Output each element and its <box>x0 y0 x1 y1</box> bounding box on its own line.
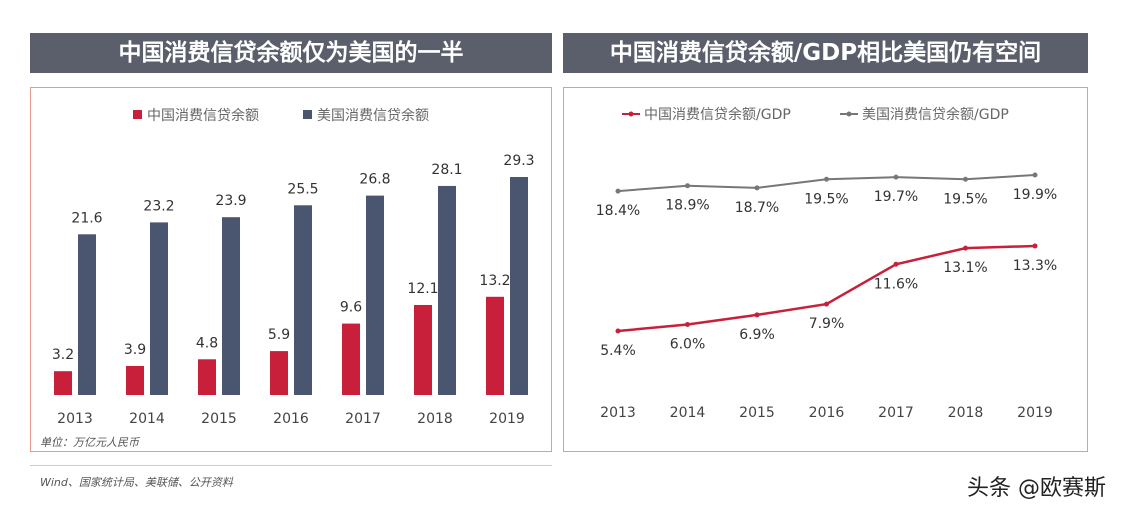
x-tick-label: 2015 <box>201 411 237 427</box>
x-tick-label: 2016 <box>809 405 845 421</box>
data-label: 28.1 <box>431 162 462 178</box>
data-label: 4.8 <box>196 335 218 351</box>
data-label: 29.3 <box>503 153 534 169</box>
bar <box>150 222 168 395</box>
bar <box>294 205 312 395</box>
legend-label: 中国消费信贷余额 <box>147 107 259 124</box>
left-chart-title: 中国消费信贷余额仅为美国的一半 <box>30 33 552 73</box>
data-label: 18.7% <box>735 200 779 216</box>
data-label: 3.9 <box>124 342 146 358</box>
data-label: 18.4% <box>596 203 640 219</box>
data-point <box>615 328 621 334</box>
bar <box>126 365 144 395</box>
data-point <box>1032 172 1038 178</box>
data-point <box>1032 243 1038 249</box>
legend-swatch <box>133 110 142 119</box>
bar <box>486 296 504 395</box>
data-point <box>963 176 968 182</box>
data-label: 11.6% <box>874 276 918 292</box>
data-label: 19.5% <box>943 191 987 207</box>
bar <box>342 323 360 395</box>
data-label: 6.0% <box>670 337 706 353</box>
legend-label: 美国消费信贷余额 <box>317 107 429 124</box>
data-label: 13.3% <box>1013 258 1057 274</box>
data-point <box>754 312 760 318</box>
bar <box>270 351 288 395</box>
x-tick-label: 2019 <box>1017 405 1053 421</box>
x-tick-label: 2017 <box>345 411 381 427</box>
bar <box>438 185 456 395</box>
bar <box>222 217 240 395</box>
x-tick-label: 2018 <box>417 411 453 427</box>
data-label: 7.9% <box>809 316 845 332</box>
bar <box>366 195 384 395</box>
x-tick-label: 2017 <box>878 405 914 421</box>
data-label: 18.9% <box>665 198 709 214</box>
divider <box>30 465 552 466</box>
x-tick-label: 2013 <box>57 411 93 427</box>
legend-label: 美国消费信贷余额/GDP <box>862 106 1009 123</box>
data-label: 13.2 <box>479 273 510 289</box>
bar <box>510 177 528 395</box>
data-label: 23.9 <box>215 193 246 209</box>
x-tick-label: 2019 <box>489 411 525 427</box>
legend-swatch <box>303 110 312 119</box>
data-point <box>685 322 690 328</box>
right-chart-frame <box>563 87 1088 452</box>
x-tick-label: 2014 <box>670 405 706 421</box>
data-point <box>615 188 621 194</box>
data-point <box>824 301 829 307</box>
data-label: 12.1 <box>407 281 438 297</box>
data-point <box>685 183 690 189</box>
data-label: 6.9% <box>739 327 775 343</box>
data-label: 21.6 <box>71 210 102 226</box>
legend-marker <box>628 111 634 117</box>
data-point <box>963 245 968 251</box>
data-label: 13.1% <box>943 260 987 276</box>
legend-marker <box>846 111 852 117</box>
data-label: 19.7% <box>874 189 918 205</box>
data-point <box>824 176 829 182</box>
source-note: Wind、国家统计局、美联储、公开资料 <box>40 476 233 489</box>
x-tick-label: 2014 <box>129 411 165 427</box>
data-point <box>754 185 760 191</box>
data-label: 9.6 <box>340 300 362 316</box>
x-tick-label: 2015 <box>739 405 775 421</box>
legend-label: 中国消费信贷余额/GDP <box>644 106 791 123</box>
bar <box>198 359 216 395</box>
data-label: 19.9% <box>1013 187 1057 203</box>
x-tick-label: 2016 <box>273 411 309 427</box>
left-chart-frame <box>30 87 552 452</box>
right-chart-title: 中国消费信贷余额/GDP相比美国仍有空间 <box>563 33 1088 73</box>
data-label: 23.2 <box>143 198 174 214</box>
watermark: 头条 @欧赛斯 <box>967 476 1106 501</box>
data-label: 19.5% <box>804 191 848 207</box>
bar <box>54 371 72 395</box>
data-label: 26.8 <box>359 172 390 188</box>
bar <box>78 234 96 395</box>
data-label: 5.9 <box>268 327 290 343</box>
data-label: 5.4% <box>600 343 636 359</box>
data-point <box>893 174 899 180</box>
data-label: 3.2 <box>52 347 74 363</box>
data-point <box>893 261 899 267</box>
x-tick-label: 2018 <box>948 405 984 421</box>
unit-note: 单位：万亿元人民币 <box>40 436 139 449</box>
x-tick-label: 2013 <box>600 405 636 421</box>
data-label: 25.5 <box>287 181 318 197</box>
bar <box>414 304 432 395</box>
